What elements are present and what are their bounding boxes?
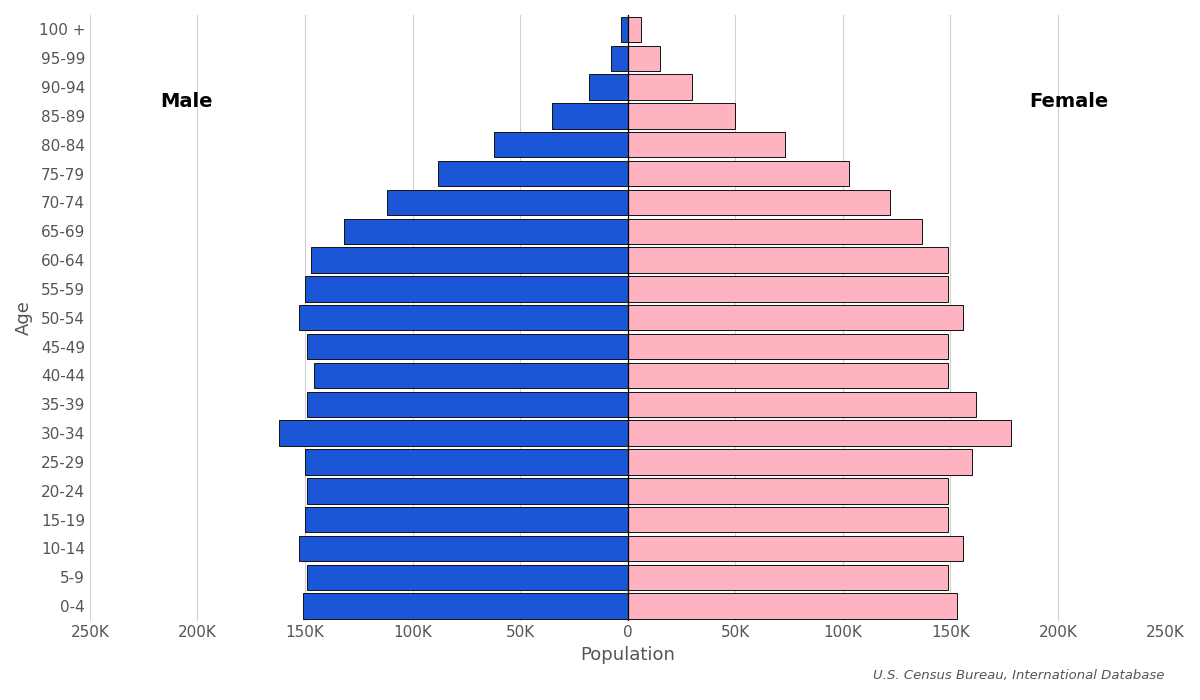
Bar [307,334,628,359]
Bar [307,391,628,417]
Bar [628,334,948,359]
Bar [494,132,628,158]
Bar [305,449,628,475]
Text: U.S. Census Bureau, International Database: U.S. Census Bureau, International Databa… [872,669,1164,682]
Bar [552,103,628,129]
Bar [628,103,736,129]
Bar [628,507,948,532]
Bar [628,132,785,158]
Bar [628,17,641,42]
Bar [313,363,628,389]
Bar [628,536,964,561]
Bar [628,218,923,244]
Y-axis label: Age: Age [14,300,34,335]
Bar [611,46,628,71]
Bar [628,565,948,590]
Bar [628,305,964,330]
Bar [307,478,628,503]
Text: Male: Male [161,92,212,111]
Bar [312,247,628,273]
X-axis label: Population: Population [581,646,676,664]
Bar [628,421,1010,446]
Bar [280,421,628,446]
Bar [305,507,628,532]
Bar [628,276,948,302]
Bar [299,305,628,330]
Bar [628,449,972,475]
Bar [628,478,948,503]
Bar [628,74,692,100]
Bar [305,276,628,302]
Bar [628,161,850,186]
Bar [628,46,660,71]
Bar [628,247,948,273]
Bar [628,190,890,215]
Bar [438,161,628,186]
Bar [628,391,977,417]
Bar [589,74,628,100]
Bar [628,363,948,389]
Bar [622,17,628,42]
Bar [302,594,628,619]
Bar [343,218,628,244]
Text: Female: Female [1030,92,1109,111]
Bar [628,594,956,619]
Bar [299,536,628,561]
Bar [307,565,628,590]
Bar [386,190,628,215]
